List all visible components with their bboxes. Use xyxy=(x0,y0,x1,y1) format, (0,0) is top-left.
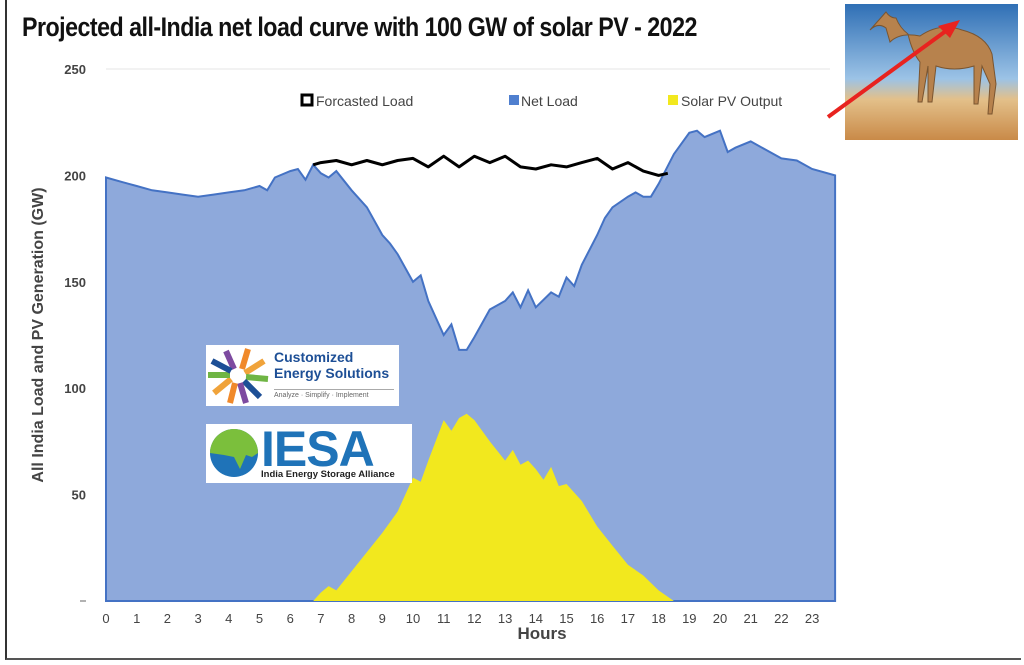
legend-swatch-solar xyxy=(668,95,678,105)
iesa-full-name: India Energy Storage Alliance xyxy=(261,469,395,480)
y-axis-label: All India Load and PV Generation (GW) xyxy=(30,187,47,482)
legend-swatch-forecast xyxy=(300,93,314,107)
iesa-name: IESA xyxy=(261,421,375,477)
x-tick-label: 22 xyxy=(774,611,788,626)
iesa-globe-icon xyxy=(210,429,258,477)
ces-name: Customized Energy Solutions xyxy=(274,349,390,381)
ces-sunburst-icon xyxy=(208,348,269,404)
iesa-logo: IESA India Energy Storage Alliance xyxy=(206,421,412,483)
x-tick-label: 5 xyxy=(256,611,263,626)
x-tick-label: 17 xyxy=(621,611,635,626)
ces-logo: Customized Energy Solutions Analyze · Si… xyxy=(206,345,399,406)
x-tick-label: 4 xyxy=(225,611,232,626)
x-tick-label: 12 xyxy=(467,611,481,626)
x-axis-label: Hours xyxy=(517,624,566,643)
x-tick-label: 3 xyxy=(194,611,201,626)
red-arrow xyxy=(826,26,952,119)
ces-tagline: Analyze · Simplify · Implement xyxy=(274,389,394,399)
y-tick-label: 100 xyxy=(64,381,86,396)
legend-swatch-net-load xyxy=(509,95,519,105)
series-area-net-load xyxy=(105,129,837,602)
chart-title: Projected all-India net load curve with … xyxy=(22,12,697,42)
x-tick-label: 23 xyxy=(805,611,819,626)
x-tick-label: 19 xyxy=(682,611,696,626)
figure-frame xyxy=(5,0,1021,660)
x-tick-label: 16 xyxy=(590,611,604,626)
x-tick-label: 10 xyxy=(406,611,420,626)
x-tick-label: 21 xyxy=(743,611,757,626)
x-tick-label: 0 xyxy=(102,611,109,626)
x-tick-label: 13 xyxy=(498,611,512,626)
red-arrow-head xyxy=(938,20,960,38)
x-tick-label: 18 xyxy=(651,611,665,626)
y-tick-label: 50 xyxy=(72,488,86,503)
x-tick-label: 14 xyxy=(529,611,543,626)
x-tick-label: 9 xyxy=(379,611,386,626)
y-tick-label: 150 xyxy=(64,275,86,290)
legend-label-forecast: Forcasted Load xyxy=(316,93,413,109)
legend-label-solar: Solar PV Output xyxy=(681,93,782,109)
x-tick-label: 8 xyxy=(348,611,355,626)
x-tick-label: 20 xyxy=(713,611,727,626)
x-tick-label: 15 xyxy=(559,611,573,626)
x-tick-label: 11 xyxy=(437,611,451,626)
x-tick-label: 2 xyxy=(164,611,171,626)
y-tick-label: 250 xyxy=(64,62,86,77)
series-area-solar-pv-output xyxy=(313,413,674,601)
x-tick-label: 7 xyxy=(317,611,324,626)
y-tick-label: 200 xyxy=(64,168,86,183)
legend: Forcasted Load Net Load Solar PV Output xyxy=(300,93,782,109)
x-tick-label: 1 xyxy=(133,611,140,626)
camel-photo xyxy=(845,4,1018,140)
x-tick-label: 6 xyxy=(287,611,294,626)
series-line-forcasted-load xyxy=(312,154,669,177)
legend-label-net-load: Net Load xyxy=(521,93,578,109)
